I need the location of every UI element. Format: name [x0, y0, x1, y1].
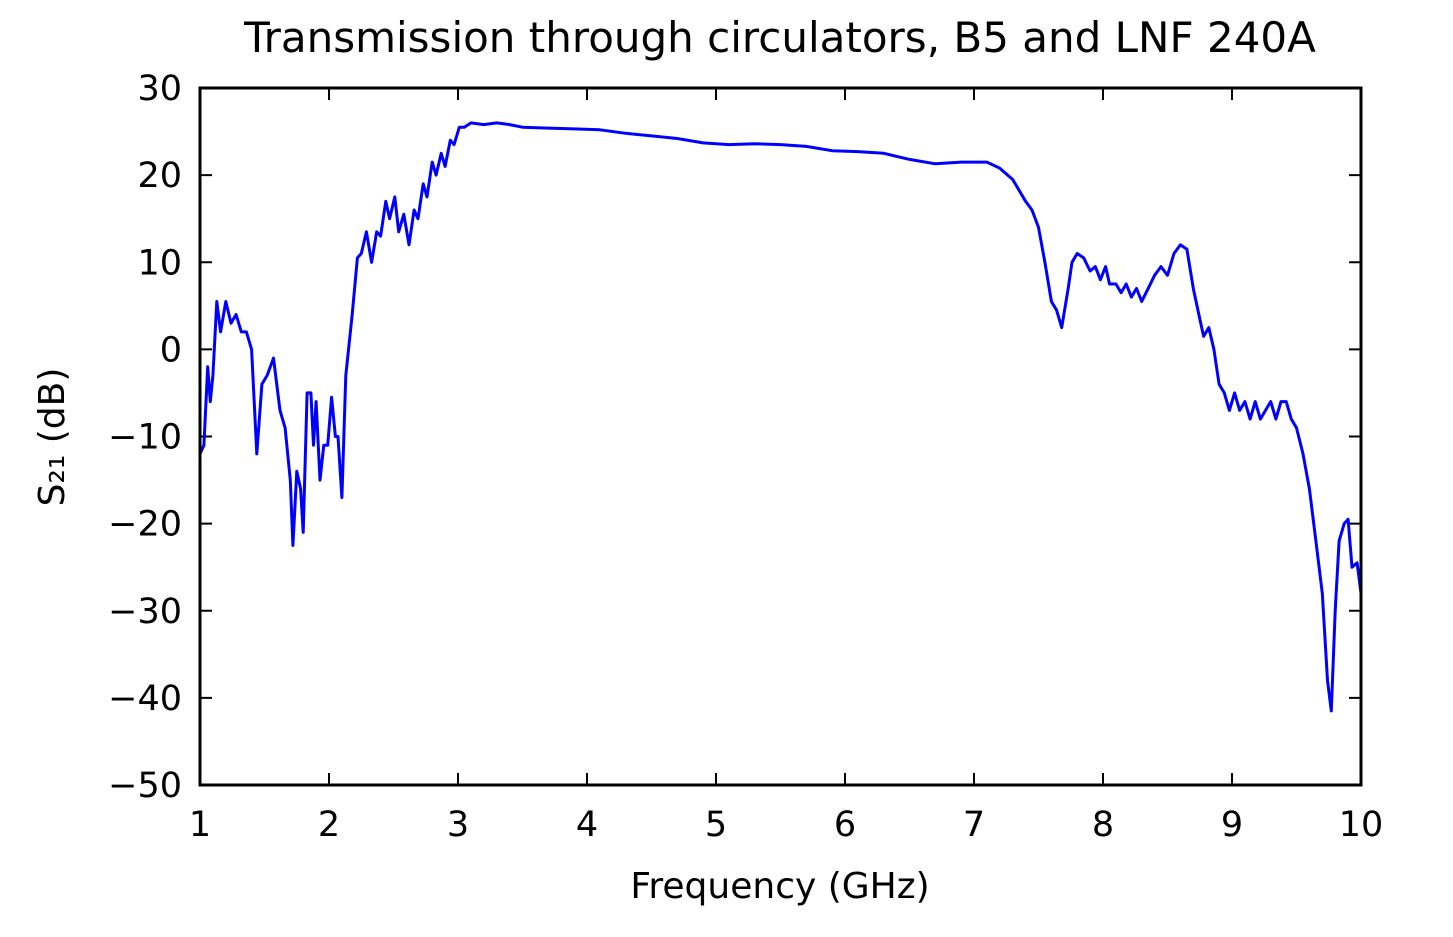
- data-line: [198, 121, 1363, 713]
- x-tick-label: 2: [318, 805, 340, 845]
- y-axis-label: S₂₁ (dB): [32, 368, 73, 507]
- x-tick-label: 4: [576, 805, 598, 845]
- x-axis-label: Frequency (GHz): [630, 866, 929, 907]
- y-tick-label: 10: [137, 243, 182, 283]
- y-tick-label: −40: [108, 679, 182, 719]
- y-tick-label: −20: [108, 505, 182, 545]
- y-tick-label: 30: [137, 69, 182, 109]
- y-tick-label: 20: [137, 156, 182, 196]
- x-tick-label: 8: [1092, 805, 1114, 845]
- x-tick-label: 3: [447, 805, 469, 845]
- plot-frame: [198, 86, 1363, 787]
- x-tick-label: 9: [1221, 805, 1243, 845]
- x-tick-label: 7: [963, 805, 985, 845]
- y-tick-label: 0: [160, 330, 182, 370]
- x-tick-label: 6: [834, 805, 856, 845]
- chart-title: Transmission through circulators, B5 and…: [243, 13, 1316, 62]
- x-tick-label: 10: [1339, 805, 1384, 845]
- y-tick-label: −30: [108, 592, 182, 632]
- x-tick-label: 5: [705, 805, 727, 845]
- x-tick-label: 1: [189, 805, 211, 845]
- y-tick-label: −10: [108, 418, 182, 458]
- y-tick-label: −50: [108, 766, 182, 806]
